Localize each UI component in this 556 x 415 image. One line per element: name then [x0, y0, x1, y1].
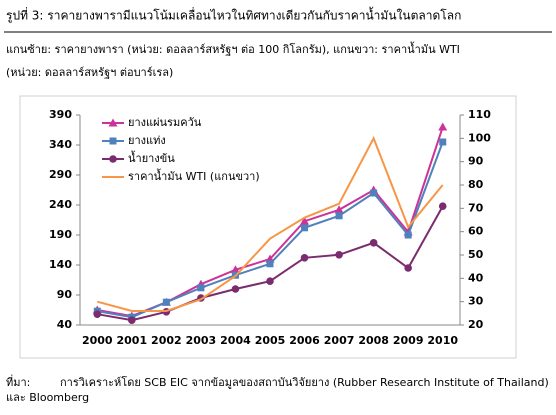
chart-title: รูปที่ 3: ราคายางพารามีแนวโน้มเคลื่อนไหว…: [6, 7, 461, 24]
data-point: [230, 265, 240, 274]
y-tick-label: 340: [49, 138, 72, 151]
x-tick-label: 2008: [358, 334, 389, 347]
y2-tick-label: 80: [468, 178, 484, 191]
source: และ Bloomberg: [6, 391, 89, 404]
data-point: [300, 216, 310, 225]
series-line: [97, 135, 444, 312]
data-point: [266, 260, 274, 268]
y2-tick-label: 110: [468, 108, 491, 121]
y2-tick-label: 100: [468, 131, 491, 144]
data-point: [404, 231, 412, 239]
x-tick-label: 2004: [220, 334, 251, 347]
series-line: [97, 141, 444, 319]
y-tick-label: 240: [49, 198, 72, 211]
y2-tick-label: 40: [468, 271, 484, 284]
subtitle: (หน่วย: ดอลลาร์สหรัฐฯ ต่อบาร์เรล): [6, 66, 173, 79]
y2-tick-label: 60: [468, 225, 484, 238]
x-tick-label: 2005: [255, 334, 286, 347]
y2-tick-label: 30: [468, 295, 484, 308]
data-point: [404, 264, 412, 272]
source-label: ที่มา:: [6, 374, 30, 389]
data-point: [93, 310, 102, 319]
data-point: [231, 285, 240, 293]
x-tick-label: 2009: [393, 334, 424, 347]
data-point: [197, 284, 205, 292]
y-tick-label: 40: [57, 318, 73, 331]
x-tick-label: 2002: [151, 334, 182, 347]
data-point: [335, 212, 343, 220]
subtitle: แกนซ้าย: ราคายางพารา (หน่วย: ดอลลาร์สหรั…: [6, 41, 460, 56]
y2-tick-label: 70: [468, 201, 484, 214]
data-point: [369, 239, 378, 247]
legend-label: ราคาน้ำมัน WTI (แกนขวา): [128, 168, 260, 183]
x-tick-label: 2000: [82, 334, 113, 347]
data-point: [439, 138, 447, 146]
data-point: [438, 202, 447, 210]
data-point: [162, 298, 170, 306]
source: การวิเคราะห์โดย SCB EIC จากข้อมูลของสถาบ…: [60, 375, 549, 389]
data-point: [438, 122, 448, 131]
chart-frame: [19, 95, 517, 359]
legend-marker: [109, 137, 117, 145]
data-point: [335, 251, 343, 259]
data-point: [128, 316, 136, 325]
x-tick-label: 2007: [324, 334, 355, 347]
legend-marker: [109, 155, 117, 163]
data-point: [301, 224, 309, 232]
data-point: [334, 205, 344, 214]
x-tick-label: 2003: [186, 334, 217, 347]
data-point: [266, 277, 274, 286]
legend-label: ยางแผ่นรมควัน: [128, 116, 202, 129]
y2-tick-label: 20: [468, 318, 484, 331]
data-point: [370, 189, 378, 197]
y2-tick-label: 90: [468, 155, 484, 168]
data-point: [300, 253, 309, 262]
legend-label: น้ำยางข้น: [128, 150, 175, 165]
y-tick-label: 90: [57, 288, 73, 301]
y-tick-label: 390: [49, 108, 72, 121]
y-tick-label: 190: [49, 228, 72, 241]
legend-label: ยางแท่ง: [128, 134, 166, 147]
x-tick-label: 2006: [289, 334, 320, 347]
y-tick-label: 140: [49, 258, 72, 271]
y2-tick-label: 50: [468, 248, 484, 261]
legend-marker: [108, 118, 118, 127]
x-tick-label: 2001: [117, 334, 148, 347]
x-tick-label: 2010: [427, 334, 458, 347]
y-tick-label: 290: [49, 168, 72, 181]
